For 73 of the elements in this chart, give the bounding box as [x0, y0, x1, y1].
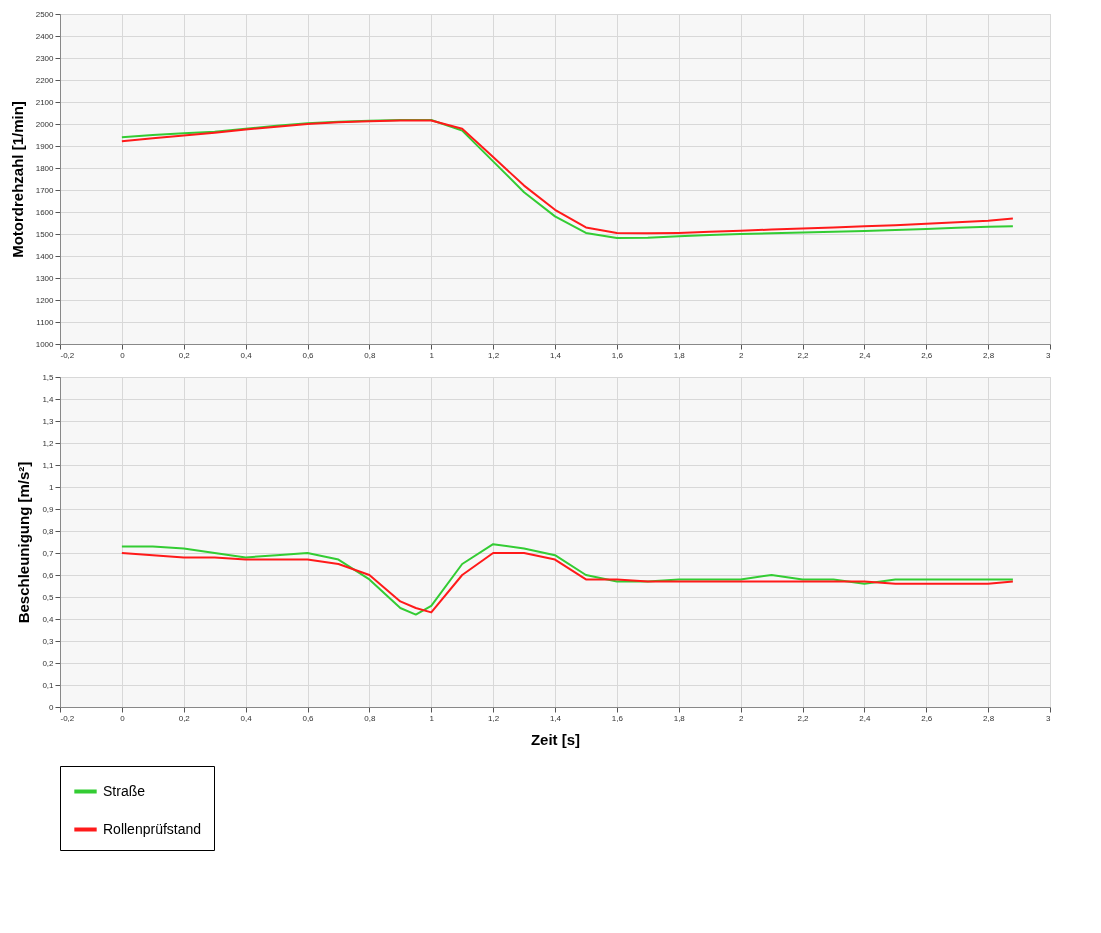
y-tick-label: 1300 [35, 273, 55, 283]
y-tick-label: 2100 [35, 97, 55, 107]
y-tick-label: 1900 [35, 141, 55, 151]
y-tick-label: 1700 [35, 185, 55, 195]
legend-label: Rollenprüfstand [103, 820, 202, 837]
y-tick-label: 0,8 [42, 526, 55, 536]
x-tick-label: 1,6 [611, 350, 624, 360]
x-tick-label: 0,6 [302, 350, 315, 360]
y-tick-label: 0,6 [42, 570, 55, 580]
y-tick-label: 0 [49, 702, 55, 712]
legend-label: Straße [103, 782, 146, 799]
x-tick-label: 1,4 [549, 713, 562, 723]
x-tick-label: 2 [738, 713, 744, 723]
x-tick-label: 3 [1046, 713, 1052, 723]
x-tick-label: 2,2 [797, 350, 810, 360]
y-tick-label: 1100 [36, 317, 55, 327]
y-tick-label: 1800 [35, 163, 55, 173]
x-tick-label: 1,2 [488, 713, 500, 723]
x-tick-label: 2,6 [921, 350, 933, 360]
x-tick-label: 0,2 [178, 350, 191, 360]
x-tick-label: 2,6 [921, 713, 933, 723]
x-tick-label: 1 [429, 350, 435, 360]
y-tick-label: 1500 [35, 229, 55, 239]
x-tick-label: 0,4 [240, 713, 253, 723]
x-tick-label: 3 [1046, 350, 1052, 360]
x-tick-label: 0 [120, 350, 126, 360]
y-tick-label: 1,1 [42, 460, 55, 470]
x-tick-label: 0,4 [240, 350, 253, 360]
y-tick-label: 0,2 [42, 658, 55, 668]
x-tick-label: 1,2 [488, 350, 500, 360]
y-tick-label: 2000 [35, 119, 55, 129]
y-tick-label: 0,9 [42, 504, 55, 514]
x-tick-label: 2,2 [797, 713, 810, 723]
x-tick-label: 2,8 [983, 713, 995, 723]
y-tick-label: 2200 [35, 75, 55, 85]
y-tick-label: 0,4 [42, 614, 55, 624]
x-tick-label: 0,2 [178, 713, 191, 723]
x-tick-label: 1,8 [673, 713, 686, 723]
y-tick-label: 1200 [35, 295, 55, 305]
y-tick-label: 1 [49, 482, 55, 492]
y-tick-label: 0,3 [42, 636, 55, 646]
x-tick-label: 0,8 [364, 713, 376, 723]
x-tick-label: 2,4 [859, 713, 871, 723]
y-tick-label: 1,2 [42, 438, 55, 448]
y-tick-label: 2300 [35, 53, 55, 63]
y-tick-label: 1400 [35, 251, 55, 261]
x-tick-label: -0,2 [60, 350, 75, 360]
y-tick-label: 1600 [35, 207, 55, 217]
line-series [120, 552, 1014, 614]
x-axis-title: Zeit [s] [530, 730, 581, 748]
x-tick-label: 0,8 [364, 350, 376, 360]
y-tick-label: 0,5 [42, 592, 55, 602]
x-tick-label: 2 [738, 350, 744, 360]
x-tick-label: 1 [429, 713, 435, 723]
x-tick-label: 1,6 [611, 713, 624, 723]
y-tick-label: 0,7 [42, 548, 55, 558]
y-tick-label: 0,1 [42, 680, 55, 690]
x-tick-label: 1,8 [673, 350, 686, 360]
y-axis-title: Motordrehzahl [1/min] [8, 101, 26, 258]
y-tick-label: 2500 [35, 9, 55, 19]
y-axis-title: Beschleunigung [m/s²] [15, 461, 33, 624]
y-tick-label: 2400 [35, 31, 55, 41]
x-tick-label: 1,4 [549, 350, 562, 360]
y-tick-label: 1,3 [42, 416, 55, 426]
x-tick-label: -0,2 [60, 713, 75, 723]
y-tick-label: 1,4 [42, 394, 55, 404]
x-tick-label: 2,4 [859, 350, 871, 360]
x-tick-label: 2,8 [983, 350, 995, 360]
x-tick-label: 0,6 [302, 713, 315, 723]
x-tick-label: 0 [120, 713, 126, 723]
y-tick-label: 1,5 [42, 372, 55, 382]
y-tick-label: 1000 [35, 339, 55, 349]
line-series [120, 543, 1014, 616]
